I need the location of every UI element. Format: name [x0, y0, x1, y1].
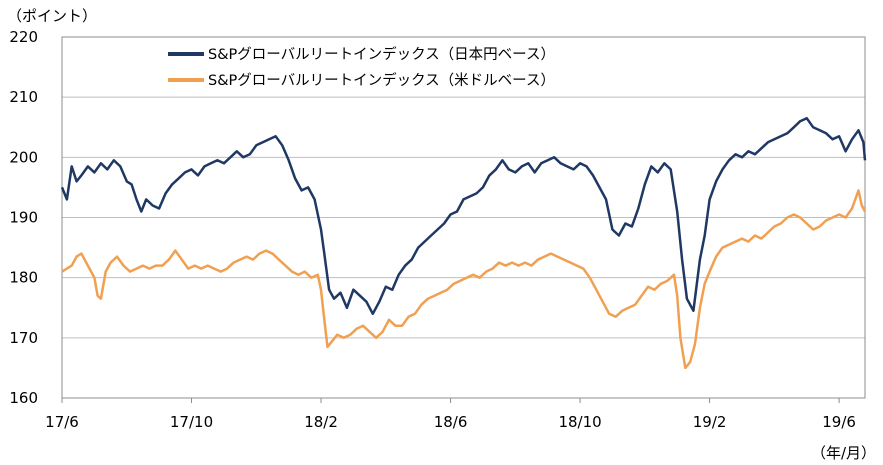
y-tick-label: 180 — [9, 269, 38, 287]
legend-label-usd: S&Pグローバルリートインデックス（米ドルベース） — [208, 71, 555, 89]
axes: 160 170 180 190 200 210 220 17/6 17/10 18/2 18/6 18… — [9, 28, 856, 431]
y-tick-label: 220 — [9, 28, 38, 46]
x-unit-label: （年/月） — [811, 444, 876, 462]
series-line-usd — [61, 189, 867, 370]
x-tick-label: 17/6 — [45, 413, 79, 431]
y-tick-label: 170 — [9, 329, 38, 347]
x-tick-label: 19/6 — [822, 413, 856, 431]
y-tick-label: 160 — [9, 389, 38, 407]
series-line-jpy — [60, 116, 867, 316]
y-tick-label: 210 — [9, 88, 38, 106]
y-unit-label: （ポイント） — [7, 7, 97, 25]
x-tick-label: 18/10 — [558, 413, 601, 431]
legend-label-jpy: S&Pグローバルリートインデックス（日本円ベース） — [208, 45, 555, 63]
y-tick-label: 200 — [9, 148, 38, 166]
legend: S&Pグローバルリートインデックス（日本円ベース） S&Pグローバルリートインデ… — [168, 45, 555, 89]
x-tick-label: 18/2 — [304, 413, 338, 431]
x-tick-label: 17/10 — [170, 413, 213, 431]
y-tick-label: 190 — [9, 209, 38, 227]
plot-area-frame — [61, 36, 866, 399]
x-tick-label: 18/6 — [434, 413, 468, 431]
series-lines — [60, 116, 867, 370]
gridlines — [62, 96, 865, 339]
x-tick-label: 19/2 — [693, 413, 727, 431]
